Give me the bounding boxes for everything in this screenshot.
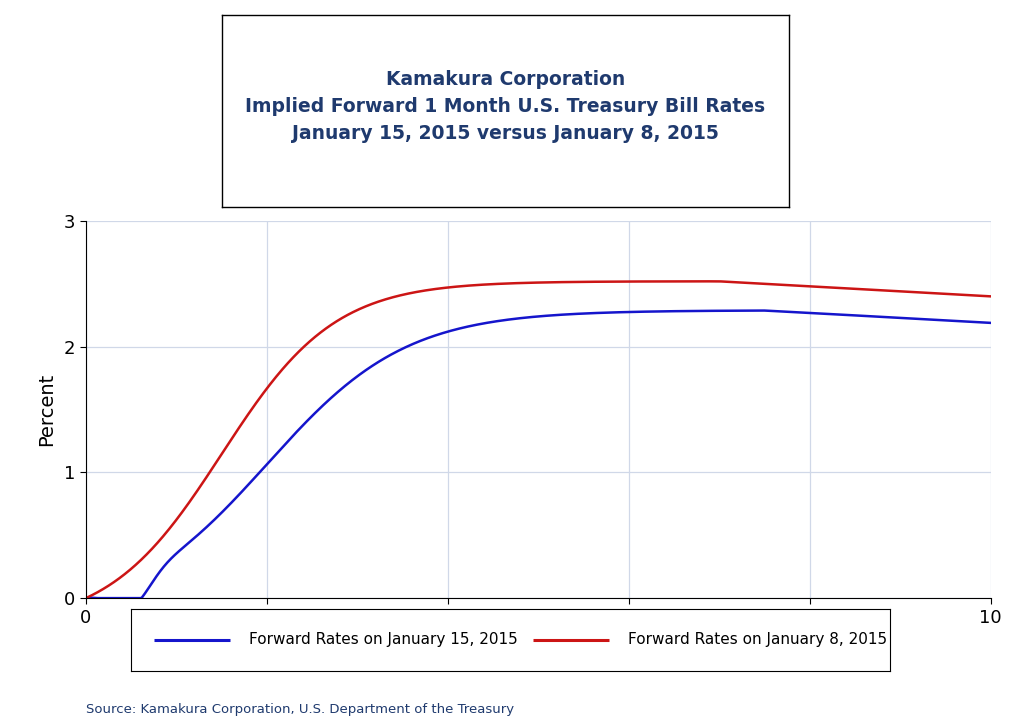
Text: Forward Rates on January 15, 2015: Forward Rates on January 15, 2015 [249, 632, 518, 647]
Y-axis label: Percent: Percent [36, 373, 56, 447]
Text: Forward Rates on January 8, 2015: Forward Rates on January 8, 2015 [628, 632, 888, 647]
Text: Source: Kamakura Corporation, U.S. Department of the Treasury: Source: Kamakura Corporation, U.S. Depar… [86, 703, 514, 716]
Text: Kamakura Corporation
Implied Forward 1 Month U.S. Treasury Bill Rates
January 15: Kamakura Corporation Implied Forward 1 M… [246, 70, 765, 144]
X-axis label: Years to Maturity: Years to Maturity [456, 635, 621, 654]
